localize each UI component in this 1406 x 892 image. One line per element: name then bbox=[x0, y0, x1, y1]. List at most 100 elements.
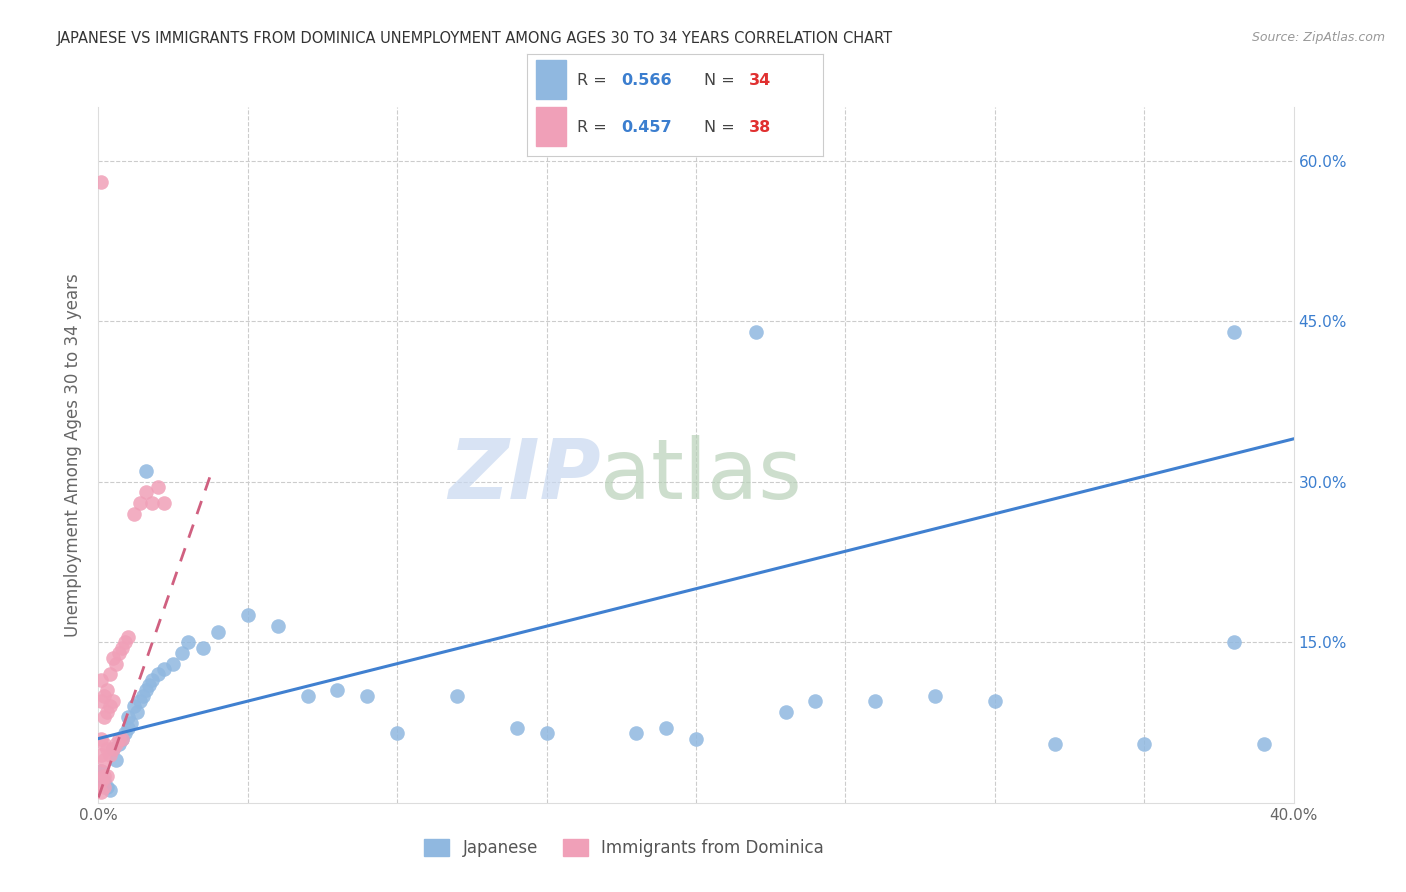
Point bbox=[655, 721, 678, 735]
Point bbox=[117, 630, 139, 644]
Point bbox=[108, 731, 131, 746]
Point bbox=[103, 742, 125, 756]
Point bbox=[103, 742, 125, 756]
Point bbox=[1223, 325, 1246, 339]
Point bbox=[108, 737, 131, 751]
Point bbox=[356, 689, 378, 703]
Point bbox=[132, 689, 155, 703]
Point bbox=[90, 774, 112, 789]
Point bbox=[297, 689, 319, 703]
Point bbox=[207, 624, 229, 639]
Text: 38: 38 bbox=[748, 120, 770, 135]
Point bbox=[93, 689, 115, 703]
Point bbox=[385, 726, 409, 740]
Point bbox=[90, 694, 112, 708]
Point bbox=[124, 699, 146, 714]
Point bbox=[105, 753, 128, 767]
Bar bbox=[536, 107, 565, 145]
Point bbox=[100, 667, 122, 681]
Point bbox=[96, 705, 118, 719]
Point bbox=[93, 753, 115, 767]
Point bbox=[111, 731, 134, 746]
Point bbox=[626, 726, 648, 740]
Point bbox=[90, 747, 112, 762]
Point bbox=[117, 721, 139, 735]
Point bbox=[90, 731, 112, 746]
Point bbox=[135, 464, 157, 478]
Point bbox=[105, 657, 128, 671]
Point bbox=[141, 673, 163, 687]
Point bbox=[865, 694, 887, 708]
Point bbox=[191, 640, 214, 655]
Point bbox=[100, 747, 122, 762]
Point bbox=[96, 769, 118, 783]
Text: 0.457: 0.457 bbox=[621, 120, 672, 135]
Text: ZIP: ZIP bbox=[447, 435, 600, 516]
Point bbox=[90, 764, 112, 778]
Point bbox=[685, 731, 707, 746]
Point bbox=[984, 694, 1007, 708]
Point bbox=[93, 710, 115, 724]
Point bbox=[108, 646, 131, 660]
Point bbox=[90, 764, 112, 778]
Point bbox=[96, 780, 118, 794]
Point bbox=[924, 689, 946, 703]
Y-axis label: Unemployment Among Ages 30 to 34 years: Unemployment Among Ages 30 to 34 years bbox=[65, 273, 83, 637]
Point bbox=[96, 742, 118, 756]
Point bbox=[103, 694, 125, 708]
Text: R =: R = bbox=[578, 72, 613, 87]
Text: Source: ZipAtlas.com: Source: ZipAtlas.com bbox=[1251, 31, 1385, 45]
Text: N =: N = bbox=[704, 120, 741, 135]
Point bbox=[114, 726, 136, 740]
Point bbox=[127, 705, 149, 719]
Point bbox=[153, 496, 176, 510]
Point bbox=[446, 689, 468, 703]
Point bbox=[90, 175, 112, 189]
Point bbox=[148, 480, 170, 494]
Point bbox=[267, 619, 290, 633]
Text: 34: 34 bbox=[748, 72, 770, 87]
Point bbox=[129, 496, 152, 510]
Point bbox=[775, 705, 797, 719]
Point bbox=[162, 657, 184, 671]
Point bbox=[129, 694, 152, 708]
Point bbox=[135, 485, 157, 500]
Point bbox=[804, 694, 827, 708]
Point bbox=[172, 646, 194, 660]
Point bbox=[124, 507, 146, 521]
Point bbox=[326, 683, 349, 698]
Legend: Japanese, Immigrants from Dominica: Japanese, Immigrants from Dominica bbox=[418, 832, 831, 864]
Point bbox=[93, 780, 115, 794]
Point bbox=[100, 699, 122, 714]
Point bbox=[90, 785, 112, 799]
Point bbox=[1043, 737, 1066, 751]
Point bbox=[114, 635, 136, 649]
Point bbox=[148, 667, 170, 681]
Point bbox=[536, 726, 558, 740]
Text: JAPANESE VS IMMIGRANTS FROM DOMINICA UNEMPLOYMENT AMONG AGES 30 TO 34 YEARS CORR: JAPANESE VS IMMIGRANTS FROM DOMINICA UNE… bbox=[56, 31, 893, 46]
Point bbox=[138, 678, 160, 692]
Point bbox=[1133, 737, 1156, 751]
Point bbox=[1223, 635, 1246, 649]
Point bbox=[1253, 737, 1275, 751]
Point bbox=[120, 715, 142, 730]
Point bbox=[105, 737, 128, 751]
Point bbox=[117, 710, 139, 724]
Point bbox=[93, 737, 115, 751]
Point bbox=[93, 774, 115, 789]
Point bbox=[506, 721, 529, 735]
Text: N =: N = bbox=[704, 72, 741, 87]
Point bbox=[153, 662, 176, 676]
Point bbox=[236, 608, 259, 623]
Point bbox=[111, 731, 134, 746]
Point bbox=[111, 640, 134, 655]
Point bbox=[103, 651, 125, 665]
Point bbox=[135, 683, 157, 698]
Point bbox=[177, 635, 200, 649]
Text: 0.566: 0.566 bbox=[621, 72, 672, 87]
Point bbox=[90, 673, 112, 687]
Point bbox=[100, 783, 122, 797]
Point bbox=[141, 496, 163, 510]
Point bbox=[96, 683, 118, 698]
Bar bbox=[536, 60, 565, 99]
